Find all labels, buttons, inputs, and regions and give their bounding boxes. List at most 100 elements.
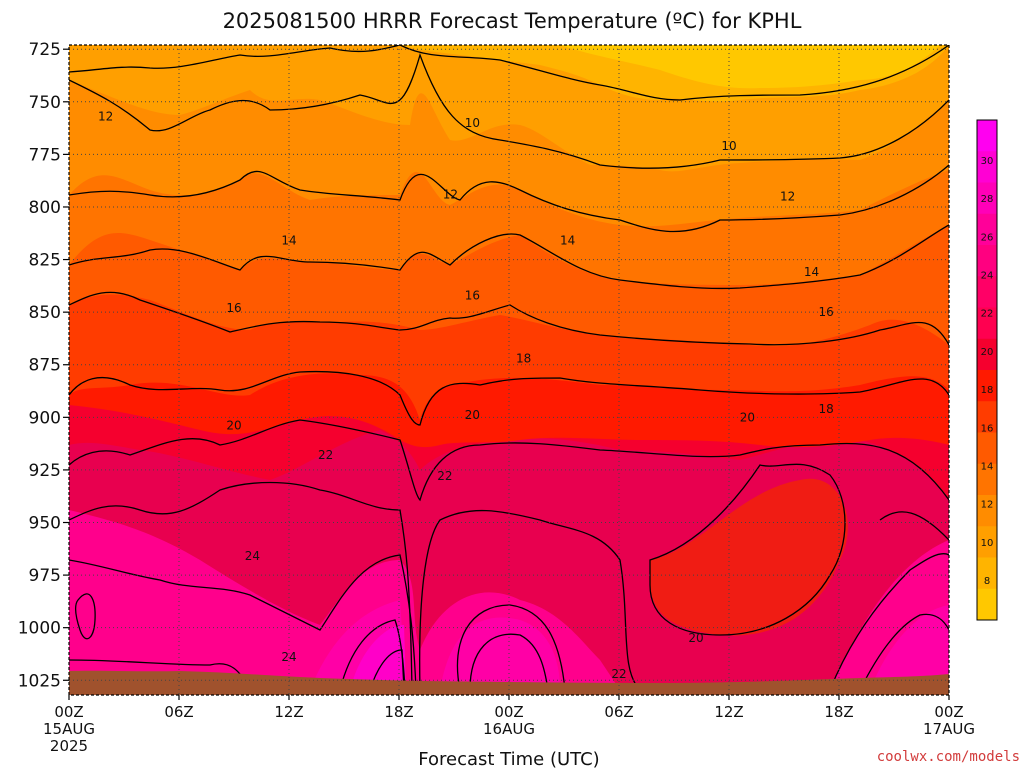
isoline-24: [69, 554, 417, 691]
contour-label: 20: [740, 410, 755, 424]
x-tick-label: 17AUG: [923, 720, 975, 738]
isoline-12: [69, 164, 949, 233]
isoline-26: [339, 619, 406, 691]
colorbar-segment: [977, 495, 997, 527]
colorbar-label: 12: [981, 500, 994, 511]
contour-label: 24: [245, 549, 260, 563]
dotted-grid: [69, 45, 949, 695]
band-28: [350, 625, 406, 690]
y-tick-label: 875: [29, 356, 61, 376]
contour-label: 18: [516, 351, 531, 365]
colorbar-segment: [977, 526, 997, 558]
colorbar-segment: [977, 182, 997, 215]
y-tick-label: 950: [29, 514, 61, 534]
y-tick-label: 725: [29, 40, 61, 60]
contour-label: 16: [819, 305, 834, 319]
contour-label: 16: [226, 301, 241, 315]
x-tick-label: 00Z: [494, 703, 523, 721]
colorbar-segment: [977, 213, 997, 246]
isoline-20-pocket: [649, 463, 846, 636]
colorbar-label: 16: [981, 423, 994, 434]
contour-label: 24: [281, 650, 296, 664]
x-tick-label: 15AUG: [43, 720, 95, 738]
x-axis-label: Forecast Time (UTC): [418, 749, 599, 768]
contour-label: 22: [437, 469, 452, 483]
colorbar-label: 28: [981, 194, 994, 205]
isoline-24-left-pocket: [74, 593, 96, 640]
y-tick-label: 850: [29, 303, 61, 323]
colorbar-label: 26: [981, 232, 994, 243]
isoline-20: [69, 419, 949, 502]
isoline-26-right: [859, 613, 949, 691]
x-tick-label: 18Z: [384, 703, 413, 721]
contour-label: 14: [804, 265, 819, 279]
x-tick-label: 12Z: [274, 703, 303, 721]
y-tick-label: 1000: [18, 619, 61, 639]
x-tick-label: 2025: [50, 737, 88, 755]
colorbar-segment: [977, 120, 997, 152]
colorbar-segment: [977, 276, 997, 308]
x-tick-label: 06Z: [604, 703, 633, 721]
x-tick-label: 00Z: [54, 703, 83, 721]
x-tick-label: 00Z: [934, 703, 963, 721]
contour-label: 14: [281, 234, 296, 248]
contour-label: 12: [443, 187, 458, 201]
isoline-14: [69, 224, 949, 290]
x-tick-label: 06Z: [164, 703, 193, 721]
band-26-right: [870, 605, 949, 690]
y-tick-label: 800: [29, 198, 61, 218]
contour-label: 18: [819, 402, 834, 416]
contour-label: 16: [465, 288, 480, 302]
contour-label: 14: [560, 234, 575, 248]
isoline-24b: [456, 604, 566, 691]
contour-label: 22: [318, 448, 333, 462]
contour-label: 20: [688, 631, 703, 645]
contour-label: 10: [721, 139, 736, 153]
colorbar-segment: [977, 588, 997, 621]
y-tick-label: 900: [29, 408, 61, 428]
y-tick-label: 1025: [18, 671, 61, 691]
contour-label: 10: [465, 116, 480, 130]
y-tick-label: 750: [29, 93, 61, 113]
isoline-10: [69, 52, 949, 169]
colorbar-segment: [977, 151, 997, 183]
isoline-8: [69, 45, 949, 101]
isoline-24-right: [829, 553, 949, 691]
contour-label: 12: [98, 110, 113, 124]
contour-label: 20: [465, 408, 480, 422]
y-tick-label: 775: [29, 145, 61, 165]
band-6: [560, 45, 940, 89]
contour-label: 12: [780, 189, 795, 203]
contour-label: 20: [226, 419, 241, 433]
colorbar-label: 20: [981, 347, 994, 358]
band-20-pocket: [650, 478, 848, 636]
isoline-22-right: [879, 511, 949, 541]
colorbar-segment: [977, 432, 997, 465]
contour-field: 12 10 10 12 12 14 14 14 16 16 16 18 18 20 20 20 22 22 24 20…: [69, 45, 949, 695]
y-axis: 725 750 775 800 825 850 875 900 925 950 975 1000 102…: [18, 40, 69, 691]
colorbar-segment: [977, 370, 997, 402]
colorbar-segment: [977, 463, 997, 496]
contour-label: 22: [611, 667, 626, 681]
y-tick-label: 825: [29, 251, 61, 271]
colorbar: 8 10 12 14 16 18 20 22 24 26 28 30: [976, 119, 998, 621]
x-tick-label: 18Z: [824, 703, 853, 721]
colorbar-segment: [977, 338, 997, 371]
colorbar-segment: [977, 245, 997, 277]
colorbar-label: 14: [981, 461, 994, 472]
colorbar-label: 10: [981, 538, 994, 549]
x-tick-label: 12Z: [714, 703, 743, 721]
colorbar-label: 22: [981, 309, 994, 320]
x-tick-label: 16AUG: [483, 720, 535, 738]
y-tick-label: 975: [29, 566, 61, 586]
colorbar-label: 18: [981, 385, 994, 396]
terrain-ground: [69, 670, 949, 695]
isoline-22b: [419, 509, 641, 691]
colorbar-frame: [976, 119, 998, 621]
colorbar-segment: [977, 557, 997, 590]
colorbar-label: 30: [981, 156, 994, 167]
credit-link[interactable]: coolwx.com/models: [877, 749, 1020, 765]
colorbar-label: 24: [981, 271, 994, 282]
